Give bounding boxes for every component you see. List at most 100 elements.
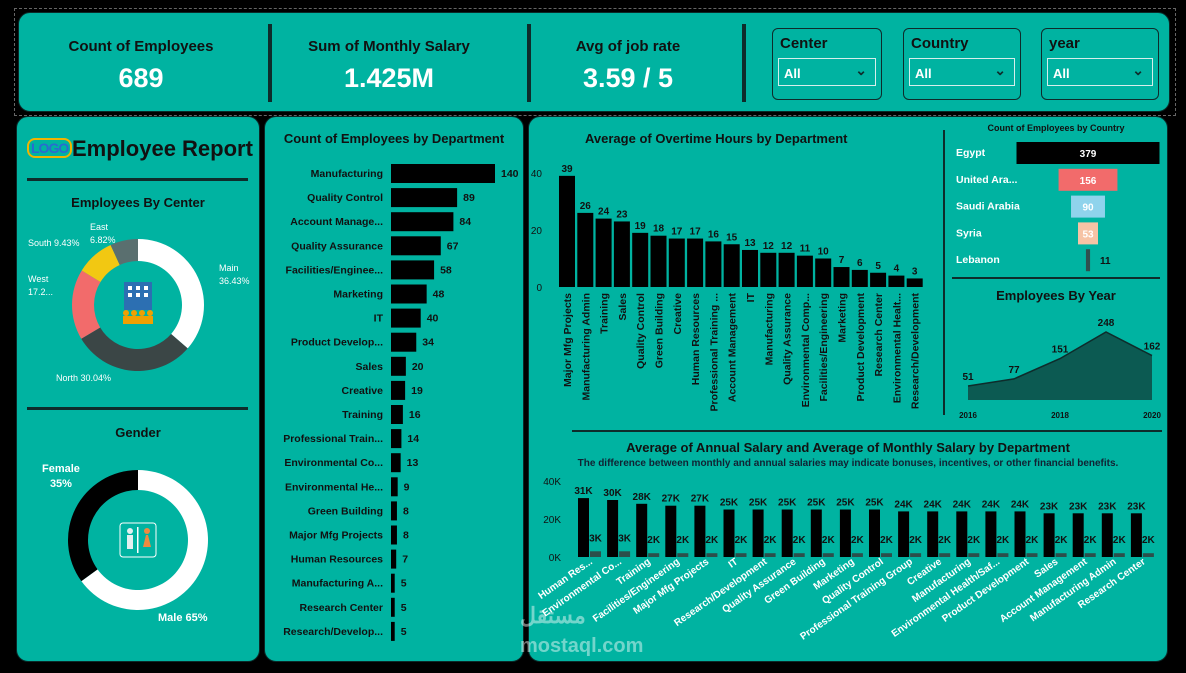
bar-annual: [1043, 513, 1055, 557]
value-label: 25K: [720, 498, 739, 509]
center-dropdown[interactable]: All ⌄: [778, 58, 876, 86]
bar: [851, 269, 868, 287]
value-label: 19: [635, 221, 647, 232]
slice-label: West: [28, 274, 49, 284]
bar: [391, 429, 402, 449]
year-dropdown[interactable]: All ⌄: [1047, 58, 1153, 86]
category-label: Manufacturing Admin: [580, 293, 592, 401]
bar-annual: [578, 498, 589, 557]
value-label: 26: [580, 201, 592, 212]
bar-annual: [723, 509, 735, 557]
value-label: 17: [671, 227, 683, 238]
bar: [778, 252, 795, 287]
category-label: Egypt: [956, 147, 986, 159]
bar: [833, 267, 850, 287]
value-label: 6: [857, 258, 863, 269]
value-label: 5: [401, 626, 407, 638]
bar-monthly: [851, 553, 863, 557]
kpi-employee-count: Count of Employees 689: [30, 14, 252, 114]
value-label: 13: [407, 457, 419, 469]
slice-pct: 6.82%: [90, 235, 116, 245]
category-label: Sales: [617, 293, 629, 321]
value-label: 4: [894, 264, 900, 275]
bar-annual: [752, 509, 764, 557]
category-label: Creative: [672, 293, 684, 335]
value-label: 25K: [865, 498, 884, 509]
category-label: Facilities/Enginee...: [286, 264, 384, 276]
bar: [906, 278, 923, 287]
chevron-down-icon: ⌄: [994, 62, 1006, 78]
value-label: 2K: [735, 535, 749, 546]
logo: LOGO: [27, 138, 73, 158]
kpi-divider: [268, 24, 272, 102]
value-label: 11: [1100, 256, 1111, 267]
bar: [391, 549, 397, 569]
bar-monthly: [822, 553, 834, 557]
bar-annual: [869, 509, 880, 557]
category-label: IT: [727, 556, 741, 570]
bar-annual: [636, 503, 648, 557]
center-donut-chart: [71, 239, 204, 371]
value-label: 84: [459, 216, 471, 228]
slicer-country[interactable]: Country All ⌄: [903, 28, 1021, 100]
value-label: 8: [403, 505, 409, 517]
value-label: 140: [501, 168, 519, 180]
bar: [613, 221, 630, 287]
category-label: United Ara...: [956, 174, 1018, 186]
value-label: 2K: [764, 535, 778, 546]
year-area-chart: 51 77 151 248 162 2016 2018 2020: [959, 318, 1161, 420]
category-label: Research Center: [873, 293, 885, 376]
category-label: Account Manage...: [290, 216, 383, 228]
value-label: 23K: [1127, 501, 1146, 512]
bar-annual: [927, 511, 939, 557]
slice-label: Female: [42, 463, 80, 475]
bar: [559, 175, 575, 287]
category-label: Green Building: [308, 505, 383, 517]
bar: [391, 453, 401, 473]
slicer-center[interactable]: Center All ⌄: [772, 28, 882, 100]
v-divider: [943, 130, 945, 415]
category-label: Environmental Co...: [284, 457, 383, 469]
bar-monthly: [793, 553, 805, 557]
category-label: IT: [374, 313, 384, 325]
bar-monthly: [997, 553, 1009, 557]
bar-monthly: [910, 553, 922, 557]
category-label: Saudi Arabia: [956, 201, 1020, 213]
value-label: 34: [422, 337, 434, 349]
value-label: 24: [598, 207, 610, 218]
bar-monthly: [939, 553, 951, 557]
slicer-title: Center: [780, 35, 828, 52]
value-label: 23K: [1040, 501, 1059, 512]
value-label: 16: [409, 409, 421, 421]
kpi-value: 1.425M: [343, 63, 435, 93]
category-label: Manufacturing: [311, 168, 383, 180]
value-label: 40: [427, 313, 439, 325]
bar-annual: [839, 509, 851, 557]
bar: [650, 235, 667, 287]
bar: [391, 332, 417, 352]
bar: [705, 241, 722, 287]
bar-annual: [694, 505, 706, 557]
value-label: 2K: [647, 535, 661, 546]
bar-annual: [1130, 513, 1142, 557]
value-label: 25K: [807, 498, 826, 509]
value-label: 24K: [982, 499, 1001, 510]
category-label: Environmental He...: [285, 481, 383, 493]
value-label: 5: [875, 261, 881, 272]
category-label: Product Develop...: [291, 337, 383, 349]
bar: [1085, 249, 1091, 272]
dept-count-title: Count of Employees by Department: [283, 131, 505, 146]
value-label: 27K: [662, 494, 681, 505]
category-label: Quality Control: [307, 192, 383, 204]
country-dropdown[interactable]: All ⌄: [909, 58, 1015, 86]
value-label: 17: [690, 227, 702, 238]
bar: [577, 212, 594, 287]
y-tick: 40K: [543, 477, 561, 488]
value-label: 25K: [836, 498, 855, 509]
kpi-divider: [527, 24, 531, 102]
kpi-divider: [742, 24, 746, 102]
slicer-year[interactable]: year All ⌄: [1041, 28, 1159, 100]
value-label: 7: [402, 554, 408, 566]
bar: [391, 621, 395, 641]
value-label: 23: [616, 209, 628, 220]
